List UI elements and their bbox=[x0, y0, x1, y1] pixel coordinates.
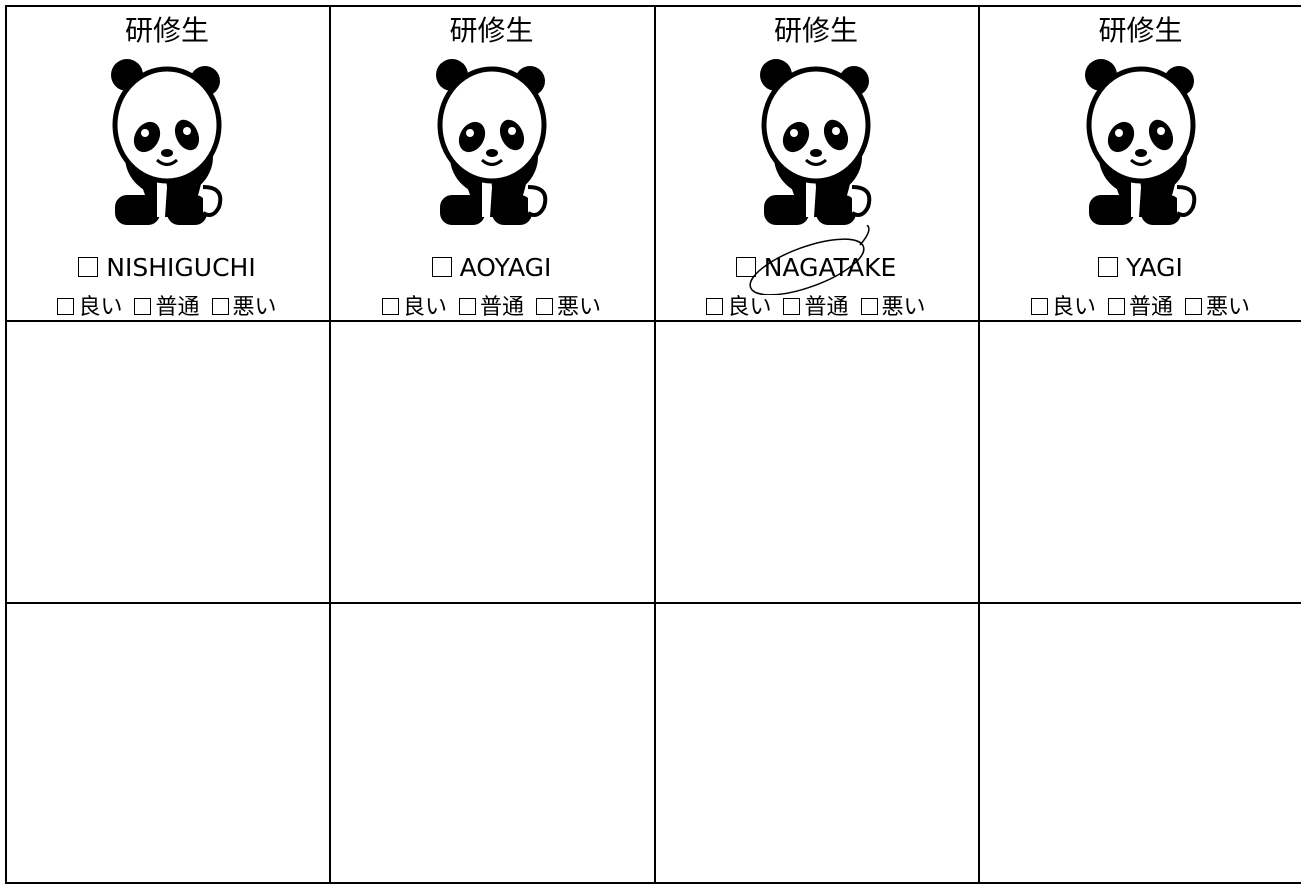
rating-label: 普通 bbox=[1128, 295, 1173, 320]
checkbox bbox=[134, 298, 152, 315]
rating-label: 悪い bbox=[881, 295, 926, 320]
checkbox bbox=[458, 298, 476, 315]
rating-option: 良い bbox=[1030, 295, 1096, 320]
rating-row: 良い 普通 悪い bbox=[978, 289, 1301, 321]
rating-option: 普通 bbox=[1107, 295, 1173, 320]
name-row: NISHIGUCHI bbox=[5, 253, 329, 282]
checkbox bbox=[735, 257, 756, 277]
form-cell bbox=[5, 320, 331, 604]
checkbox bbox=[1098, 257, 1119, 277]
checkbox bbox=[1185, 298, 1202, 315]
name-row: NAGATAKE bbox=[654, 253, 978, 282]
trainee-name: NISHIGUCHI bbox=[106, 253, 256, 282]
rating-option: 悪い bbox=[211, 295, 277, 320]
handwritten-circle bbox=[749, 225, 870, 295]
rating-option: 普通 bbox=[783, 295, 849, 320]
form-cell bbox=[654, 320, 980, 604]
rating-label: 普通 bbox=[479, 295, 524, 320]
panda-illustration bbox=[435, 59, 547, 225]
rating-label: 普通 bbox=[804, 295, 849, 320]
rating-label: 悪い bbox=[232, 295, 277, 320]
rating-option: 良い bbox=[706, 295, 771, 320]
rating-option: 悪い bbox=[1185, 295, 1250, 320]
panda-illustration bbox=[760, 59, 872, 225]
trainee-card: 研修生 YAGI 良い 普通 悪い bbox=[978, 5, 1301, 320]
trainee-name: NAGATAKE bbox=[763, 253, 897, 282]
rating-option: 普通 bbox=[134, 295, 200, 320]
card-title: 研修生 bbox=[124, 14, 209, 47]
rating-label: 良い bbox=[78, 295, 123, 320]
card-title: 研修生 bbox=[449, 14, 534, 47]
rating-option: 良い bbox=[381, 295, 447, 320]
form-cell bbox=[978, 602, 1301, 884]
rating-label: 良い bbox=[402, 295, 447, 320]
trainee-card: 研修生 NAGATAKE 良い 普通 悪い bbox=[654, 5, 978, 320]
rating-label: 良い bbox=[1051, 295, 1096, 320]
name-row: YAGI bbox=[978, 253, 1301, 282]
checkbox bbox=[78, 257, 99, 277]
panda-illustration bbox=[111, 59, 223, 225]
checkbox bbox=[706, 298, 724, 315]
rating-option: 良い bbox=[57, 295, 122, 320]
trainee-name: YAGI bbox=[1126, 253, 1183, 282]
checkbox bbox=[381, 298, 399, 315]
rating-option: 普通 bbox=[458, 295, 524, 320]
trainee-card: 研修生 NISHIGUCHI 良い 普通 悪い bbox=[5, 5, 329, 320]
form-cell bbox=[654, 602, 980, 884]
form-cell bbox=[5, 602, 331, 884]
checkbox bbox=[536, 298, 553, 315]
trainee-card: 研修生 AOYAGI 良い 普通 悪い bbox=[329, 5, 654, 320]
checkbox bbox=[783, 298, 801, 315]
checkbox bbox=[1030, 298, 1048, 315]
checkbox bbox=[860, 298, 878, 315]
name-row: AOYAGI bbox=[329, 253, 654, 282]
form-cell bbox=[978, 320, 1301, 604]
checkbox bbox=[1107, 298, 1125, 315]
rating-row: 良い 普通 悪い bbox=[654, 289, 978, 321]
trainee-name: AOYAGI bbox=[459, 253, 552, 282]
form-cell bbox=[329, 320, 656, 604]
rating-option: 悪い bbox=[536, 295, 601, 320]
panda-illustration bbox=[1084, 59, 1196, 225]
rating-label: 普通 bbox=[155, 295, 200, 320]
form-grid: 研修生 NISHIGUCHI 良い 普通 悪い 研修生 AOYAGI 良い 普通 悪い 研修生 … bbox=[5, 5, 1301, 884]
rating-row: 良い 普通 悪い bbox=[5, 289, 329, 321]
rating-row: 良い 普通 悪い bbox=[329, 289, 654, 321]
checkbox bbox=[57, 298, 75, 315]
form-cell bbox=[329, 602, 656, 884]
rating-label: 悪い bbox=[557, 295, 602, 320]
checkbox bbox=[431, 257, 452, 277]
rating-label: 悪い bbox=[1206, 295, 1251, 320]
rating-option: 悪い bbox=[860, 295, 926, 320]
rating-label: 良い bbox=[727, 295, 772, 320]
card-title: 研修生 bbox=[1098, 14, 1183, 47]
card-title: 研修生 bbox=[773, 14, 858, 47]
checkbox bbox=[211, 298, 229, 315]
